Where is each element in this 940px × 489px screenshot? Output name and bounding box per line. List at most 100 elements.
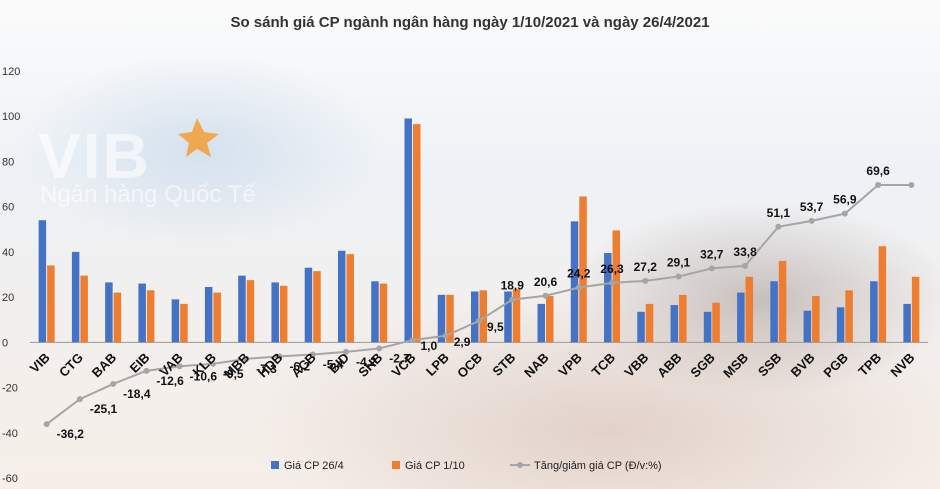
bar-1-10-bvb: [812, 295, 820, 343]
bar-26-4-vbb: [637, 311, 645, 343]
bar-1-10-vcb: [412, 124, 421, 343]
change-point-sgb: [708, 265, 715, 272]
watermark-logo-subtext: Ngân hàng Quốc Tế: [40, 181, 256, 208]
category-label-bvb: BVB: [788, 350, 818, 380]
change-label-vpb: 24,2: [567, 267, 591, 281]
bar-26-4-shb: [371, 281, 379, 343]
bar-1-10-abb: [679, 294, 687, 343]
bar-1-10-shb: [379, 283, 388, 343]
bar-1-10-vpb: [579, 196, 587, 343]
bar-1-10-vib: [47, 265, 55, 343]
change-point-lpb: [442, 332, 449, 339]
watermark-logo-text: VIB: [38, 120, 151, 192]
change-label-bvb: 53,7: [800, 200, 824, 214]
change-label-bab: -18,4: [123, 387, 151, 401]
change-point-pgb: [841, 210, 848, 217]
legend-label-bar2: Giá CP 1/10: [405, 460, 465, 472]
bar-26-4-lpb: [437, 294, 446, 343]
y-tick-label: 80: [2, 156, 14, 168]
change-point-vcb: [409, 337, 416, 344]
y-tick-label: 0: [2, 337, 8, 349]
change-label-eib: -12,6: [156, 374, 184, 388]
change-point-mbb: [243, 355, 250, 362]
bar-26-4-tcb: [604, 253, 612, 343]
legend-swatch-bar1: [271, 461, 279, 469]
bar-1-10-vbb: [645, 303, 654, 343]
bar-1-10-stb: [512, 289, 521, 343]
change-label-hdb: -6,2: [289, 359, 310, 373]
category-label-vpb: VPB: [555, 350, 585, 380]
bar-26-4-vib: [38, 220, 47, 343]
change-label-stb: 18,9: [501, 279, 525, 293]
category-label-vbb: VBB: [621, 350, 651, 380]
change-label-sgb: 32,7: [700, 247, 724, 261]
change-point-shb: [376, 345, 383, 352]
bar-26-4-tpb: [870, 281, 878, 343]
bar-26-4-nvb: [903, 303, 911, 343]
change-point-vib: [43, 421, 50, 428]
change-label-vbb: 27,2: [634, 260, 658, 274]
change-point-tpb: [875, 181, 882, 188]
bar-1-10-nab: [546, 295, 554, 343]
bar-1-10-bab: [113, 292, 122, 343]
category-label-abb: ABB: [654, 350, 685, 381]
change-point-msb: [742, 262, 749, 269]
change-label-abb: 29,1: [667, 256, 691, 270]
category-label-pgb: PGB: [820, 350, 851, 381]
change-label-tcb: 26,3: [600, 262, 624, 276]
data-labels: -36,2 -25,1 -18,4 -12,6 -10,6 -9,5 -7,3 -6,2 -5,…: [57, 164, 890, 441]
change-point-vab: [176, 363, 183, 370]
bar-1-10-lpb: [446, 294, 454, 343]
change-label-shb: -2,7: [389, 351, 410, 365]
chart-title: So sánh giá CP ngành ngân hàng ngày 1/10…: [230, 14, 709, 31]
change-label-mbb: -7,3: [256, 362, 277, 376]
bar-26-4-eib: [138, 283, 146, 343]
change-label-acb: -5,4: [323, 358, 344, 372]
bar-26-4-stb: [504, 291, 512, 343]
change-label-vab: -10,6: [190, 369, 218, 383]
bar-1-10-pgb: [845, 290, 853, 343]
y-tick-label: 40: [2, 247, 14, 259]
category-label-bab: BAB: [89, 350, 120, 381]
bar-26-4-pgb: [836, 307, 845, 343]
change-point-bid: [342, 348, 349, 355]
bar-26-4-bvb: [803, 310, 812, 343]
change-label-msb: 33,8: [733, 245, 757, 259]
bar-1-10-ocb: [479, 290, 487, 343]
category-label-nvb: NVB: [887, 350, 917, 380]
change-point-klb: [209, 360, 216, 367]
bar-26-4-msb: [737, 292, 745, 343]
bar-26-4-nab: [537, 303, 546, 343]
bar-26-4-bab: [105, 282, 113, 343]
change-point-eib: [143, 367, 150, 374]
category-label-msb: MSB: [720, 350, 751, 381]
change-point-ocb: [476, 317, 482, 324]
change-label-ssb: 51,1: [767, 206, 791, 220]
bar-1-10-ctg: [80, 275, 88, 343]
bar-1-10-eib: [146, 290, 155, 343]
bar-1-10-bid: [346, 254, 354, 343]
bar-26-4-hdb: [271, 282, 279, 343]
change-point-tcb: [609, 279, 616, 286]
bar-26-4-klb: [204, 286, 213, 343]
bar-1-10-tcb: [612, 230, 621, 343]
change-label-vcb: 1,0: [420, 339, 437, 353]
bar-1-10-msb: [745, 276, 754, 343]
y-tick-label: -60: [2, 473, 18, 485]
bar-1-10-vab: [180, 303, 188, 343]
change-point-vbb: [642, 277, 649, 284]
category-label-ssb: SSB: [755, 350, 785, 380]
bar-1-10-sgb: [712, 302, 720, 343]
y-tick-label: -20: [2, 383, 18, 395]
bar-26-4-abb: [670, 305, 679, 343]
y-tick-label: 20: [2, 292, 14, 304]
category-label-vib: VIB: [27, 350, 53, 376]
change-point-stb: [509, 296, 516, 303]
change-label-nab: 20,6: [534, 275, 558, 289]
y-tick-label: 60: [2, 202, 14, 214]
change-point-acb: [309, 351, 316, 358]
bar-1-10-nvb: [911, 276, 920, 343]
bar-26-4-ctg: [71, 251, 80, 343]
